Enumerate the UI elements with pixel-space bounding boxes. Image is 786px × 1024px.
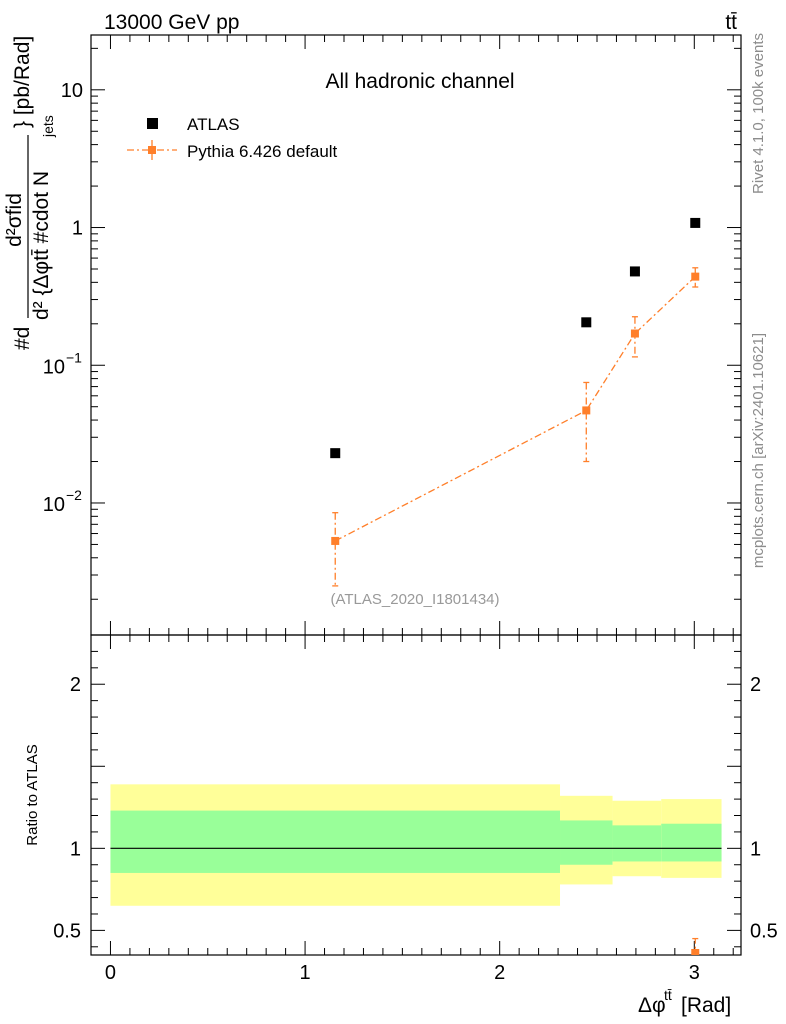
y-label-subscript: jets [40,115,56,138]
ratio-x-tick-label: 3 [689,962,700,984]
process-label: tt̄ [725,11,737,34]
ratio-band-inner [560,820,613,865]
chart-title: All hadronic channel [325,70,514,93]
atlas-point [581,317,592,328]
pythia-point [630,329,639,338]
analysis-tag: (ATLAS_2020_I1801434) [330,591,499,608]
ratio-pythia-point [691,949,700,955]
y-label-prefix: #d [11,327,34,350]
main-y-tick-label: 1 [72,218,83,240]
pythia-point [331,536,340,545]
ratio-x-tick-label: 1 [300,962,311,984]
main-y-tick-label: 10 [43,494,65,516]
ratio-y-tick-label: 0.5 [53,920,81,942]
rivet-label: Rivet 4.1.0, 100k events [750,33,767,194]
ratio-x-tick-label: 2 [494,962,505,984]
legend-atlas-label: ATLAS [187,115,240,134]
ratio-y-tick-label-right: 0.5 [750,920,778,942]
ratio-y-tick-label-right: 1 [750,838,761,860]
main-y-axis-label: #d d²σfid d² {Δφtt̄ #cdot N jets } [pb/Rad] [3,36,56,350]
energy-label: 13000 GeV pp [104,11,239,34]
legend-pythia-marker [148,146,156,154]
y-label-denominator: d² {Δφtt̄ #cdot N [30,171,53,320]
main-y-tick-label: 10 [43,356,65,378]
legend-atlas-marker [147,118,158,129]
main-y-tick-label-exponent: −2 [66,487,82,503]
atlas-point [690,217,701,228]
pythia-point [691,272,700,281]
mcplots-label: mcplots.cern.ch [arXiv:2401.10621] [750,333,767,568]
ratio-y-tick-label: 1 [70,838,81,860]
ratio-plot-frame [90,634,742,956]
ratio-band-inner [612,825,662,862]
main-y-tick-label: 10 [61,80,83,102]
x-axis-label-suffix: [Rad] [681,994,731,1017]
atlas-point [629,266,640,277]
legend-pythia-label: Pythia 6.426 default [187,142,338,161]
ratio-y-tick-label: 2 [70,674,81,696]
pythia-point [582,406,591,415]
x-axis-label-base: Δφ [638,994,666,1017]
y-label-numerator: d²σfid [3,193,26,247]
x-axis-label-superscript: tt̄ [664,987,672,1003]
ratio-band-inner [110,810,561,873]
y-label-suffix: } [pb/Rad] [11,36,34,128]
ratio-y-axis-label: Ratio to ATLAS [24,744,41,845]
atlas-point [330,448,341,459]
main-y-tick-label-exponent: −1 [66,349,82,365]
ratio-band-inner [661,823,722,862]
pythia-series-line [334,276,696,542]
ratio-y-tick-label-right: 2 [750,674,761,696]
ratio-x-tick-label: 0 [105,962,116,984]
